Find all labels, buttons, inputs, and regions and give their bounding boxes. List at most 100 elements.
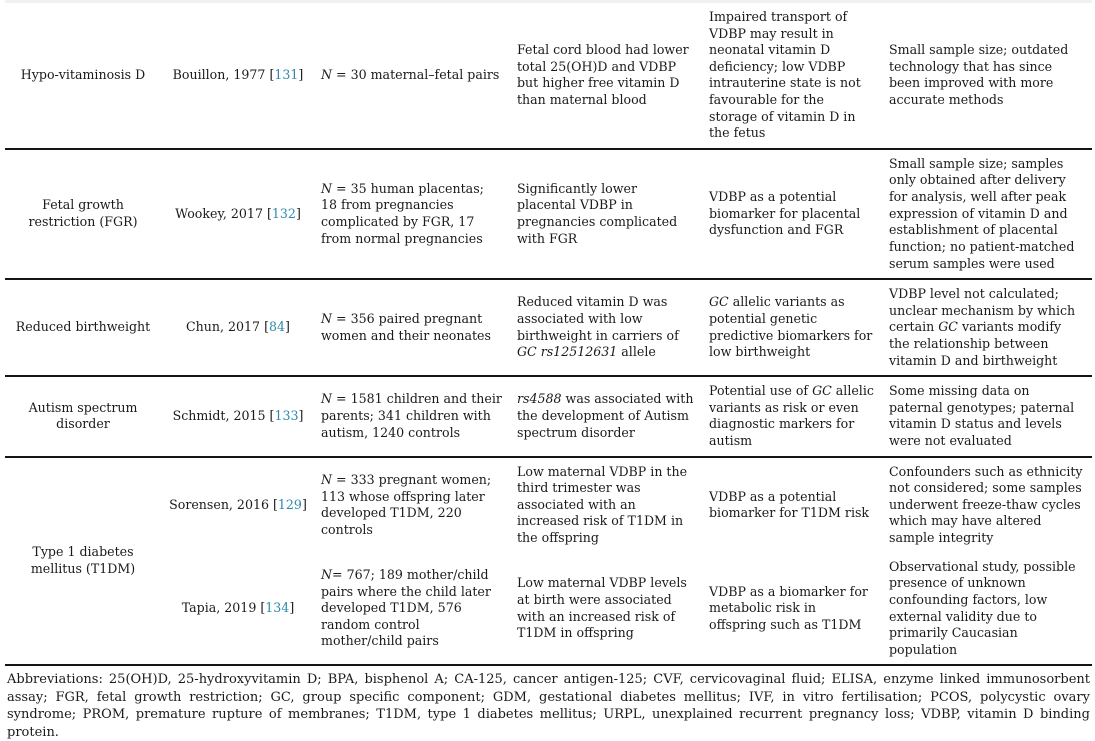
condition-cell: Autism spectrum disorder — [5, 375, 163, 457]
sample-size-cell: N= 767; 189 mother/child pairs where the… — [315, 553, 511, 666]
text-segment: GC — [938, 319, 958, 335]
citation-link[interactable]: 132 — [271, 205, 296, 221]
text-segment: allelic variants as potential genetic pr… — [709, 294, 873, 360]
implications-cell: Impaired transport of VDBP may result in… — [703, 2, 883, 149]
study-reference-cell: Schmidt, 2015 [133] — [163, 375, 315, 457]
text-segment: N — [321, 566, 333, 582]
table-row: Autism spectrum disorder Schmidt, 2015 [… — [5, 375, 1092, 457]
abbreviations-footnote: Abbreviations: 25(OH)D, 25-hydroxyvitami… — [7, 672, 1090, 740]
text-segment: N — [321, 180, 333, 196]
citation-link[interactable]: 129 — [277, 496, 302, 512]
findings-cell: Significantly lower placental VDBP in pr… — [511, 147, 703, 280]
table-row: Fetal growth restriction (FGR) Wookey, 2… — [5, 147, 1092, 280]
sample-size-cell: N = 30 maternal–fetal pairs — [315, 2, 511, 149]
text-segment: allelic variants as risk or even diagnos… — [709, 383, 874, 449]
implications-cell: VDBP as a potential biomarker for placen… — [703, 147, 883, 280]
text-segment: Significantly lower placental VDBP in pr… — [517, 180, 678, 246]
table-row: Hypo-vitaminosis D Bouillon, 1977 [131] … — [5, 2, 1092, 149]
text-segment: Small sample size; samples only obtained… — [889, 155, 1075, 271]
limitations-cell: Small sample size; samples only obtained… — [883, 147, 1092, 280]
implications-cell: GC allelic variants as potential genetic… — [703, 278, 883, 377]
study-reference-cell: Sorensen, 2016 [129] — [163, 455, 315, 553]
condition-cell: Reduced birthweight — [5, 278, 163, 377]
limitations-cell: Small sample size; outdated technology t… — [883, 2, 1092, 149]
implications-cell: VDBP as a potential biomarker for T1DM r… — [703, 455, 883, 553]
text-segment: Impaired transport of VDBP may result in… — [709, 9, 861, 141]
text-segment: Fetal cord blood had lower total 25(OH)D… — [517, 42, 689, 108]
text-segment: = 35 human placentas; 18 from pregnancie… — [321, 180, 484, 246]
limitations-cell: Confounders such as ethnicity not consid… — [883, 455, 1092, 553]
text-segment: Tapia, 2019 [ — [181, 600, 266, 616]
text-segment: ] — [301, 496, 307, 512]
study-reference-cell: Wookey, 2017 [132] — [163, 147, 315, 280]
condition-cell: Hypo-vitaminosis D — [20, 67, 146, 83]
text-segment: Observational study, possible presence o… — [889, 558, 1076, 657]
studies-table: Hypo-vitaminosis D Bouillon, 1977 [131] … — [5, 0, 1092, 667]
citation-link[interactable]: 133 — [274, 408, 299, 424]
text-segment: Some missing data on paternal genotypes;… — [889, 383, 1075, 449]
text-segment: Bouillon, 1977 [ — [172, 67, 275, 83]
text-segment: = 767; 189 mother/child pairs where the … — [321, 566, 491, 649]
text-segment: ] — [295, 205, 301, 221]
limitations-cell: Observational study, possible presence o… — [883, 553, 1092, 666]
table-row: Reduced birthweight Chun, 2017 [84] N = … — [5, 278, 1092, 377]
text-segment: VDBP as a potential biomarker for T1DM r… — [709, 488, 870, 521]
citation-link[interactable]: 131 — [274, 67, 299, 83]
findings-cell: Reduced vitamin D was associated with lo… — [511, 278, 703, 377]
text-segment: rs4588 — [517, 391, 562, 407]
condition-cell: Type 1 diabetes mellitus (T1DM) — [5, 455, 163, 666]
text-segment: VDBP as a potential biomarker for placen… — [709, 189, 861, 238]
text-segment: VDBP as a biomarker for metabolic risk i… — [709, 583, 868, 632]
table-row: Type 1 diabetes mellitus (T1DM) Sorensen… — [5, 455, 1092, 666]
text-segment: Low maternal VDBP in the third trimester… — [517, 463, 688, 546]
findings-cell: rs4588 was associated with the developme… — [511, 375, 703, 457]
text-segment: ] — [289, 600, 295, 616]
text-segment: GC — [812, 383, 832, 399]
implications-cell: VDBP as a biomarker for metabolic risk i… — [703, 553, 883, 666]
text-segment: N — [321, 391, 333, 407]
sample-size-cell: N = 35 human placentas; 18 from pregnanc… — [315, 147, 511, 280]
findings-cell: Low maternal VDBP levels at birth were a… — [511, 553, 703, 666]
text-segment: Schmidt, 2015 [ — [172, 408, 275, 424]
text-segment: Wookey, 2017 [ — [175, 205, 272, 221]
sample-size-cell: N = 333 pregnant women; 113 whose offspr… — [315, 455, 511, 553]
text-segment: Sorensen, 2016 [ — [169, 496, 278, 512]
sample-size-cell: N = 356 paired pregnant women and their … — [315, 278, 511, 377]
implications-cell: Potential use of GC allelic variants as … — [703, 375, 883, 457]
text-segment: allele — [617, 344, 656, 360]
text-segment: variants modify the relationship between… — [889, 319, 1062, 368]
text-segment: GC — [709, 294, 729, 310]
text-segment: = 333 pregnant women; 113 whose offsprin… — [321, 471, 492, 537]
limitations-cell: Some missing data on paternal genotypes;… — [883, 375, 1092, 457]
sample-size-cell: N = 1581 children and their parents; 341… — [315, 375, 511, 457]
text-segment: = 30 maternal–fetal pairs — [332, 67, 500, 83]
condition-cell: Fetal growth restriction (FGR) — [5, 147, 163, 280]
text-segment: ] — [298, 67, 304, 83]
limitations-cell: VDBP level not calculated; unclear mecha… — [883, 278, 1092, 377]
study-reference-cell: Chun, 2017 [84] — [163, 278, 315, 377]
text-segment: = 1581 children and their parents; 341 c… — [321, 391, 502, 440]
text-segment: N — [321, 67, 333, 83]
text-segment: N — [321, 471, 333, 487]
text-segment: was associated with the development of A… — [517, 391, 694, 440]
study-reference-cell: Tapia, 2019 [134] — [163, 553, 315, 666]
citation-link[interactable]: 134 — [265, 600, 290, 616]
text-segment: = 356 paired pregnant women and their ne… — [321, 311, 491, 343]
table-row: Tapia, 2019 [134] N= 767; 189 mother/chi… — [5, 553, 1092, 666]
text-segment: GC rs12512631 — [517, 344, 618, 360]
study-reference-cell: Bouillon, 1977 [131] — [163, 2, 315, 149]
citation-link[interactable]: 84 — [269, 319, 286, 335]
findings-cell: Fetal cord blood had lower total 25(OH)D… — [511, 2, 703, 149]
text-segment: Confounders such as ethnicity not consid… — [889, 463, 1083, 546]
text-segment: Small sample size; outdated technology t… — [889, 42, 1069, 108]
findings-cell: Low maternal VDBP in the third trimester… — [511, 455, 703, 553]
text-segment: VDBP level not calculated; unclear mecha… — [889, 286, 1076, 335]
text-segment: N — [321, 311, 333, 327]
text-segment: Chun, 2017 [ — [186, 319, 269, 335]
text-segment: ] — [285, 319, 290, 335]
text-segment: Reduced vitamin D was associated with lo… — [517, 294, 679, 343]
text-segment: Potential use of — [709, 383, 813, 399]
text-segment: ] — [298, 408, 304, 424]
text-segment: Low maternal VDBP levels at birth were a… — [517, 575, 687, 641]
